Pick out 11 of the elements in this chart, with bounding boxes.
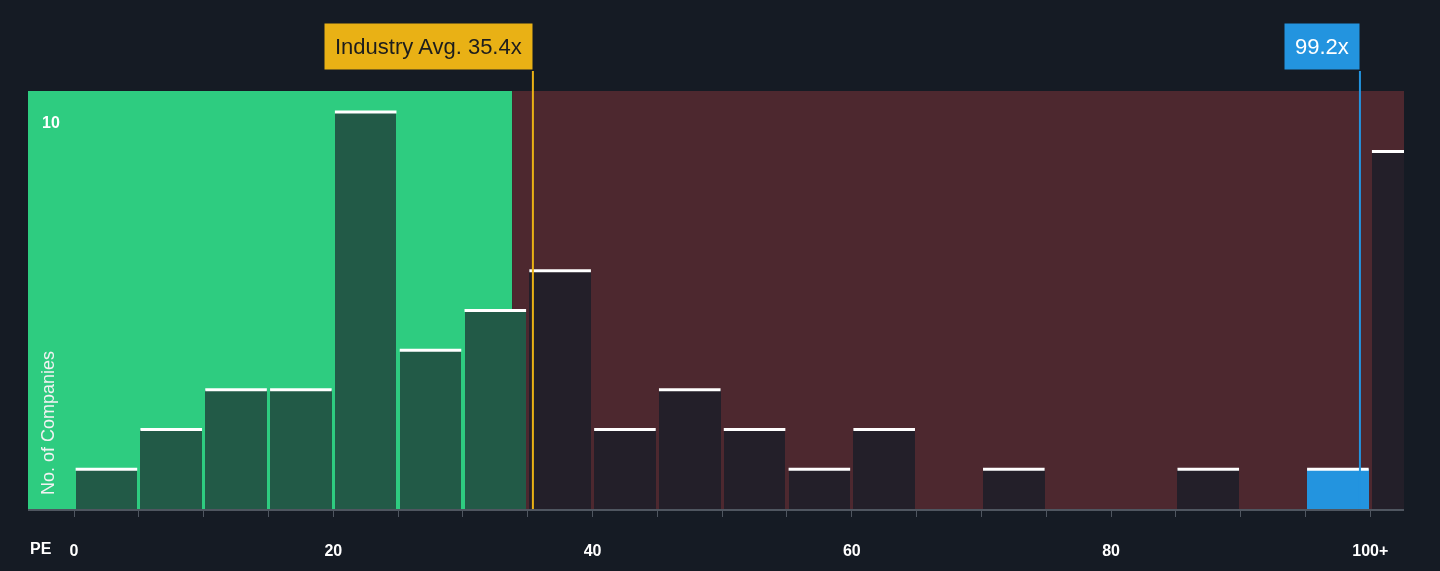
x-axis-title: PE (30, 540, 52, 557)
annotation: 10 (42, 114, 60, 131)
x-tick-label: 80 (1102, 542, 1121, 560)
y-axis-title: No. of Companies (38, 350, 58, 495)
ref-line-label: 99.2x (1295, 34, 1349, 59)
x-tick-label: 100+ (1352, 542, 1389, 560)
x-tick-label: 60 (842, 542, 861, 560)
x-tick-label: 0 (69, 542, 79, 560)
x-tick-label: 40 (583, 542, 602, 560)
ref-line-label: Industry Avg. 35.4x (335, 34, 522, 59)
x-tick-label: 20 (324, 542, 343, 560)
